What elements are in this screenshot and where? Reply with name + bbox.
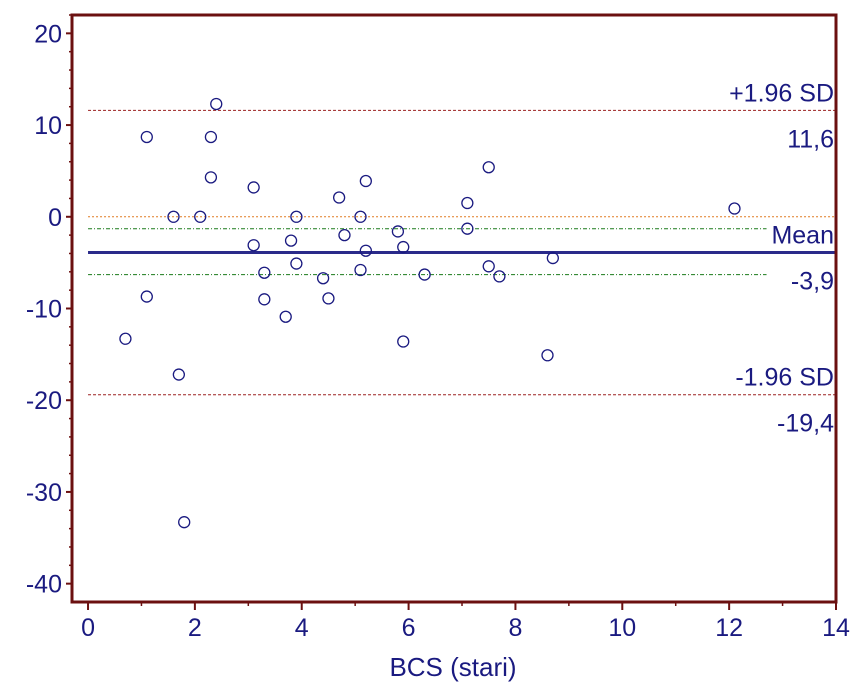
data-point [204, 171, 218, 184]
data-point [354, 263, 367, 277]
data-point [290, 210, 303, 223]
y-tick-label: -20 [26, 387, 62, 415]
data-point [140, 290, 153, 303]
y-tick-label: -40 [26, 571, 62, 599]
y-tick-label: -30 [26, 479, 62, 507]
y-tick-label: 0 [48, 204, 62, 232]
x-tick-label: 4 [295, 614, 309, 642]
upper-sd-value: 11,6 [787, 125, 834, 153]
data-points [119, 97, 741, 529]
data-point [178, 516, 191, 529]
axes: -40 -30 -20 -10 0 10 20 0 2 4 6 8 10 12 14 [26, 13, 850, 642]
data-point [290, 257, 303, 270]
y-tick-label: -10 [26, 296, 62, 324]
upper-sd-label: +1.96 SD [729, 79, 834, 107]
data-point [391, 225, 405, 238]
data-point [172, 368, 186, 381]
reference-lines [88, 109, 836, 396]
mean-value: -3,9 [791, 268, 834, 296]
data-point [482, 161, 495, 174]
x-tick-label: 12 [715, 614, 743, 642]
data-point [482, 260, 495, 273]
data-point [322, 292, 335, 305]
x-tick-label: 6 [402, 614, 416, 642]
data-point [204, 130, 218, 144]
x-tick-label: 10 [608, 614, 636, 642]
data-point [258, 293, 271, 306]
data-point [354, 210, 367, 223]
data-point [338, 228, 351, 242]
line-annotations: +1.96 SD 11,6 Mean -3,9 -1.96 SD -19,4 [729, 79, 834, 437]
data-point [359, 244, 372, 257]
x-tick-label: 8 [508, 614, 522, 642]
data-point [546, 251, 559, 265]
data-point [541, 349, 554, 362]
data-point [418, 268, 431, 281]
y-tick-label: 20 [34, 20, 62, 48]
data-point [279, 310, 292, 323]
x-tick-label: 2 [188, 614, 202, 642]
data-point [397, 240, 410, 254]
data-point [461, 222, 474, 235]
data-point [316, 272, 330, 285]
y-tick-label: 10 [34, 112, 62, 140]
data-point [247, 181, 260, 194]
data-point [359, 174, 372, 188]
data-point [194, 210, 207, 223]
data-point [167, 210, 180, 223]
data-point [284, 234, 298, 247]
lower-sd-value: -19,4 [777, 410, 834, 438]
data-point [397, 335, 410, 348]
x-axis-title: BCS (stari) [389, 652, 516, 682]
mean-label: Mean [771, 222, 834, 250]
data-point [247, 239, 260, 252]
data-point [493, 270, 506, 283]
data-point [258, 266, 271, 279]
x-tick-label: 14 [822, 614, 850, 642]
data-point [332, 191, 346, 204]
data-point [140, 130, 153, 144]
data-point [461, 196, 474, 210]
data-point [210, 97, 223, 111]
data-point [728, 202, 741, 215]
x-tick-label: 0 [81, 614, 95, 642]
plot-frame [70, 13, 838, 604]
data-point [119, 332, 132, 345]
lower-sd-label: -1.96 SD [735, 364, 834, 392]
